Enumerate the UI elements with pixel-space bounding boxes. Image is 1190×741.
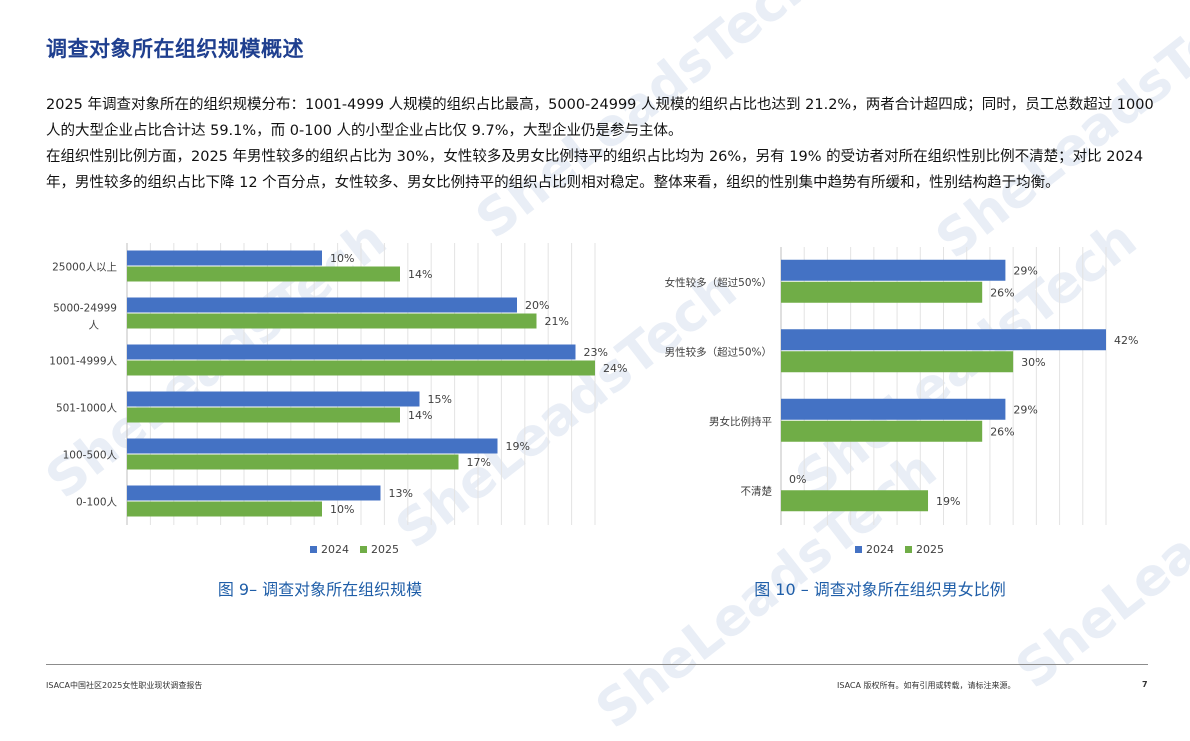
bar-2025: [781, 351, 1013, 372]
bar-2024: [781, 399, 1005, 420]
legend-entry: 2025: [916, 543, 944, 556]
data-label: 26%: [990, 286, 1014, 299]
data-label: 13%: [389, 487, 413, 500]
category-label: 501-1000人: [56, 403, 118, 415]
bar-2025: [781, 421, 982, 442]
data-label: 0%: [789, 473, 806, 486]
bar-2025: [127, 502, 322, 517]
category-label: 1001-4999人: [49, 356, 117, 368]
category-label: 100-500人: [63, 450, 118, 462]
bar-2024: [781, 329, 1106, 350]
data-label: 19%: [506, 440, 530, 453]
legend-entry: 2025: [371, 543, 399, 556]
chart-caption: 图 9– 调查对象所在组织规模: [120, 576, 520, 600]
bar-2025: [127, 267, 400, 282]
data-label: 42%: [1114, 334, 1138, 347]
paragraph: 2025 年调查对象所在的组织规模分布：1001-4999 人规模的组织占比最高…: [46, 92, 1156, 144]
chart-caption: 图 10 – 调查对象所在组织男女比例: [700, 576, 1060, 600]
data-label: 17%: [467, 456, 491, 469]
gender-ratio-chart: 女性较多（超过50%） 29% 26% 男性较多（超过50%） 42% 30% 男女比例持平…: [620, 235, 1180, 575]
data-label: 30%: [1021, 356, 1045, 369]
data-label: 23%: [584, 346, 608, 359]
data-label: 21%: [545, 315, 569, 328]
bar-2024: [127, 439, 498, 454]
footer-report-name: ISACA中国社区2025女性职业现状调查报告: [46, 680, 202, 691]
paragraph: 在组织性别比例方面，2025 年男性较多的组织占比为 30%，女性较多及男女比例…: [46, 144, 1156, 196]
bar-2025: [127, 408, 400, 423]
legend-swatch: [310, 546, 317, 553]
legend-swatch: [855, 546, 862, 553]
category-label: 0-100人: [76, 497, 118, 509]
bar-2025: [781, 490, 928, 511]
bar-2025: [127, 455, 459, 470]
category-label-line: 5000-24999: [53, 303, 117, 315]
data-label: 14%: [408, 268, 432, 281]
category-label: 25000人以上: [52, 262, 117, 274]
page-number: 7: [1142, 680, 1148, 689]
data-label: 10%: [330, 252, 354, 265]
legend-swatch: [905, 546, 912, 553]
bar-2024: [127, 486, 381, 501]
data-label: 15%: [428, 393, 452, 406]
data-label: 19%: [936, 495, 960, 508]
data-label: 29%: [1013, 403, 1037, 416]
footer-copyright: ISACA 版权所有。如有引用或转载，请标注来源。: [837, 680, 1016, 691]
bar-2024: [127, 345, 576, 360]
bar-2024: [127, 251, 322, 266]
bar-2024: [127, 392, 420, 407]
bar-2025: [781, 282, 982, 303]
category-label: 5000-24999 人: [53, 303, 117, 332]
bar-2024: [781, 260, 1005, 281]
data-label: 10%: [330, 503, 354, 516]
legend-entry: 2024: [321, 543, 349, 556]
category-label: 不清楚: [741, 484, 773, 497]
category-label-line: 人: [89, 320, 100, 332]
bar-2024: [127, 298, 517, 313]
category-label: 女性较多（超过50%）: [665, 276, 772, 289]
data-label: 26%: [990, 425, 1014, 438]
bar-2025: [127, 314, 537, 329]
body-text: 2025 年调查对象所在的组织规模分布：1001-4999 人规模的组织占比最高…: [46, 92, 1156, 196]
category-label: 男性较多（超过50%）: [665, 345, 772, 358]
footer-divider: [46, 664, 1148, 665]
data-label: 14%: [408, 409, 432, 422]
data-label: 29%: [1013, 264, 1037, 277]
data-label: 20%: [525, 299, 549, 312]
page-title: 调查对象所在组织规模概述: [46, 33, 304, 63]
org-size-chart: 25000人以上 10% 14% 5000-24999 人 20% 21% 1001-4999…: [0, 235, 640, 575]
legend-entry: 2024: [866, 543, 894, 556]
category-label: 男女比例持平: [709, 415, 772, 428]
bar-2025: [127, 361, 595, 376]
legend-swatch: [360, 546, 367, 553]
